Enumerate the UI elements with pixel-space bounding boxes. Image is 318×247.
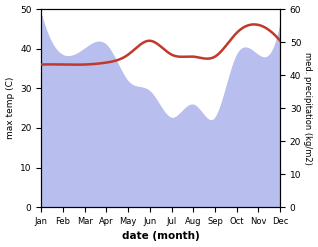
Y-axis label: med. precipitation (kg/m2): med. precipitation (kg/m2) bbox=[303, 52, 313, 165]
X-axis label: date (month): date (month) bbox=[122, 231, 200, 242]
Y-axis label: max temp (C): max temp (C) bbox=[5, 77, 15, 139]
